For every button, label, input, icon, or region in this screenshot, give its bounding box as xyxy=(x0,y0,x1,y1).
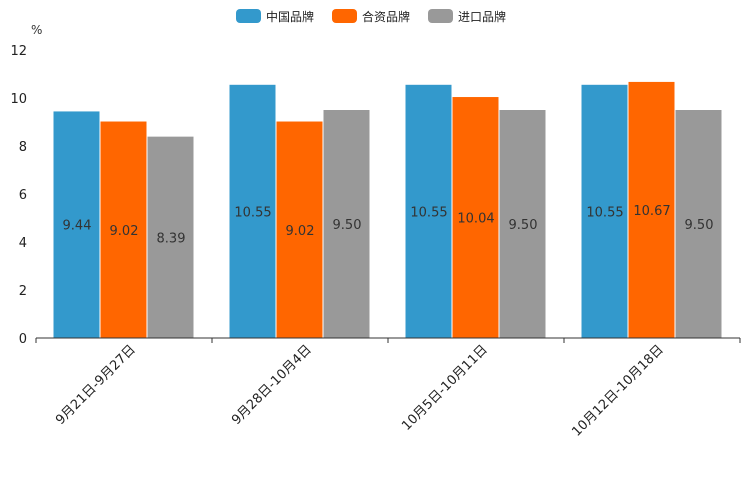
legend-item[interactable]: 进口品牌 xyxy=(428,9,506,24)
x-tick-label: 10月12日-10月18日 xyxy=(569,342,666,439)
bar-value-label: 9.50 xyxy=(685,218,714,233)
bar-value-label: 9.50 xyxy=(333,218,362,233)
bar xyxy=(581,84,628,338)
legend-label: 中国品牌 xyxy=(266,9,314,24)
bar xyxy=(229,84,276,338)
y-axis-unit-label: % xyxy=(31,23,42,37)
legend-label: 合资品牌 xyxy=(362,9,410,24)
bar-value-label: 9.02 xyxy=(110,224,139,239)
y-tick-label: 2 xyxy=(19,284,27,299)
bar-value-label: 10.55 xyxy=(234,205,271,220)
legend: 中国品牌 合资品牌 进口品牌 xyxy=(236,9,506,24)
bar-value-label: 10.55 xyxy=(586,205,623,220)
bar xyxy=(276,121,323,339)
bar-value-label: 9.44 xyxy=(63,219,92,234)
y-tick-label: 10 xyxy=(10,92,27,107)
bars-group: 9.44 9.02 8.39 10.55 9.02 9.50 10.55 10.04 9.50 1… xyxy=(53,81,722,339)
legend-label: 进口品牌 xyxy=(458,10,506,24)
y-tick-label: 6 xyxy=(19,188,27,203)
y-tick-label: 4 xyxy=(19,236,27,251)
x-tick-label: 9月28日-10月4日 xyxy=(229,342,315,428)
bar xyxy=(405,84,452,338)
legend-swatch xyxy=(236,9,261,23)
y-tick-label: 0 xyxy=(19,332,27,347)
bar xyxy=(323,110,370,338)
bar-value-label: 9.02 xyxy=(286,224,315,239)
y-axis: 0 2 4 6 8 10 12 xyxy=(10,44,27,347)
bar-value-label: 9.50 xyxy=(509,218,538,233)
x-tick-label: 9月21日-9月27日 xyxy=(53,342,139,428)
bar xyxy=(675,110,722,338)
bar-value-label: 8.39 xyxy=(157,231,186,246)
legend-swatch xyxy=(428,9,453,23)
bar-value-label: 10.67 xyxy=(633,204,670,219)
bar xyxy=(53,111,100,338)
bar xyxy=(452,97,499,338)
bar xyxy=(147,136,194,338)
x-axis: 9月21日-9月27日 9月28日-10月4日 10月5日-10月11日 10月12日… xyxy=(35,337,741,440)
bar-value-label: 10.04 xyxy=(457,212,494,227)
y-tick-label: 8 xyxy=(19,140,27,155)
legend-item[interactable]: 合资品牌 xyxy=(332,9,410,24)
bar xyxy=(628,81,675,339)
y-tick-label: 12 xyxy=(10,44,27,59)
x-tick-label: 10月5日-10月11日 xyxy=(399,342,491,434)
bar xyxy=(499,110,546,338)
legend-item[interactable]: 中国品牌 xyxy=(236,9,314,24)
bar-value-label: 10.55 xyxy=(410,205,447,220)
bar xyxy=(100,121,147,339)
legend-swatch xyxy=(332,9,357,23)
